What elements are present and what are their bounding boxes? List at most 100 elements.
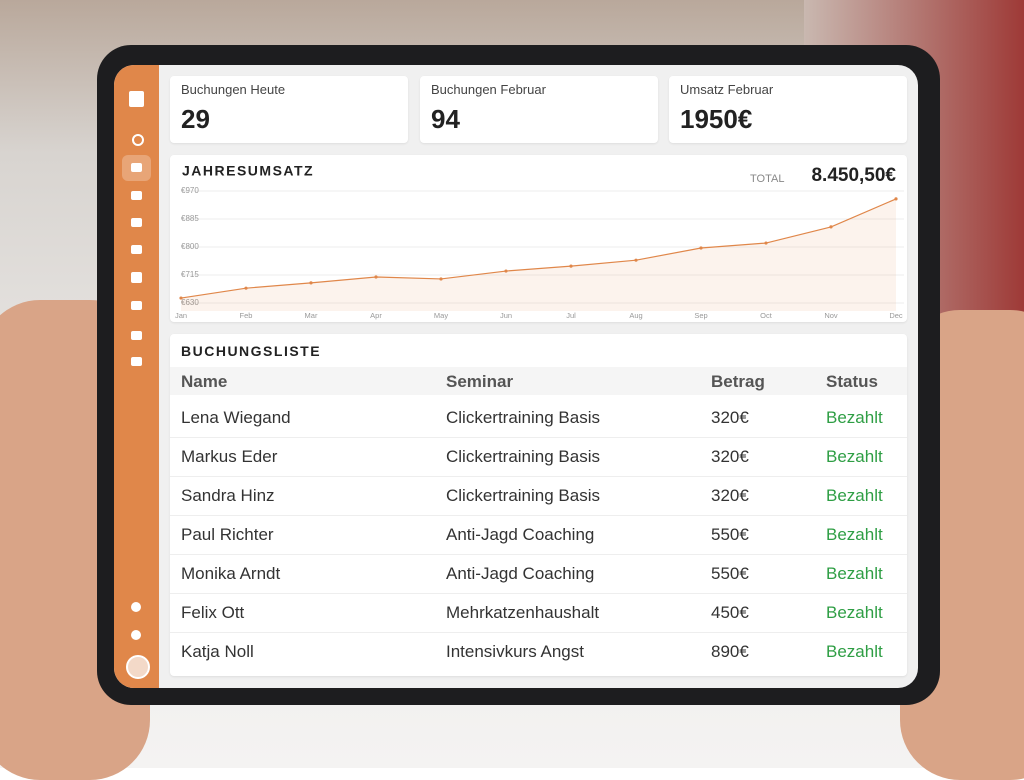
status-cell: Bezahlt <box>826 603 883 622</box>
table-cell: 320€ <box>711 408 749 427</box>
point <box>309 281 313 285</box>
table-cell: Mehrkatzenhaushalt <box>446 603 600 622</box>
header-cell: Betrag <box>711 372 765 391</box>
table-cell: Intensivkurs Angst <box>446 642 584 661</box>
x-tick-label: Apr <box>370 311 382 320</box>
table-header: Name Seminar Betrag Status <box>170 367 907 395</box>
search-icon[interactable] <box>132 134 144 146</box>
table-cell: 890€ <box>711 642 749 661</box>
stat-label: Buchungen Heute <box>181 82 286 97</box>
x-tick-label: Nov <box>824 311 838 320</box>
logo[interactable] <box>129 91 144 107</box>
y-tick-label: €630 <box>181 298 199 307</box>
table-row: Sandra Hinz Clickertraining Basis 320€ Beza… <box>170 476 907 516</box>
table-cell: Anti-Jagd Coaching <box>446 525 595 544</box>
point <box>764 241 768 245</box>
x-tick-label: Aug <box>629 311 642 320</box>
status-cell: Bezahlt <box>826 642 883 661</box>
table-row: Lena Wiegand Clickertraining Basis 320€ Bez… <box>170 398 907 438</box>
table-cell: 320€ <box>711 486 749 505</box>
help-icon[interactable] <box>131 630 141 640</box>
stat-value: 29 <box>181 104 210 134</box>
table-cell: 450€ <box>711 603 749 622</box>
sidebar <box>114 65 159 688</box>
table-row: Katja Noll Intensivkurs Angst 890€ Bezahlt <box>170 632 907 671</box>
avatar[interactable] <box>126 655 150 679</box>
x-tick-label: Jun <box>500 311 512 320</box>
table-cell: Monika Arndt <box>181 564 281 583</box>
table-cell: Katja Noll <box>181 642 254 661</box>
table-cell: 550€ <box>711 525 749 544</box>
y-tick-label: €885 <box>181 214 199 223</box>
table-cell: Sandra Hinz <box>181 486 275 505</box>
booking-table: BUCHUNGSLISTE Name Seminar Betrag Status Len… <box>170 334 907 676</box>
user-icon[interactable] <box>131 191 142 200</box>
home-icon[interactable] <box>131 163 142 172</box>
table-cell: Markus Eder <box>181 447 278 466</box>
mail-icon[interactable] <box>131 245 142 254</box>
header-cell: Name <box>181 372 228 391</box>
stat-value: 94 <box>431 104 460 134</box>
status-cell: Bezahlt <box>826 525 883 544</box>
y-tick-label: €715 <box>181 270 199 279</box>
table-cell: Clickertraining Basis <box>446 486 600 505</box>
table-title: BUCHUNGSLISTE <box>181 343 322 359</box>
table-cell: Lena Wiegand <box>181 408 291 427</box>
table-cell: Felix Ott <box>181 603 245 622</box>
invoice-icon[interactable] <box>131 272 142 283</box>
table-row: Paul Richter Anti-Jagd Coaching 550€ Bezahl… <box>170 515 907 555</box>
table-cell: 320€ <box>711 447 749 466</box>
money-icon[interactable] <box>131 301 142 310</box>
line <box>180 198 897 299</box>
settings-icon[interactable] <box>131 602 141 612</box>
y-tick-label: €800 <box>181 242 199 251</box>
ticket-icon[interactable] <box>131 218 142 227</box>
x-tick-label: Feb <box>240 311 253 320</box>
stat-label: Umsatz Februar <box>680 82 774 97</box>
stat-value: 1950€ <box>680 104 753 134</box>
table-row: Monika Arndt Anti-Jagd Coaching 550€ Bezahl… <box>170 554 907 594</box>
table-cell: Paul Richter <box>181 525 274 544</box>
status-cell: Bezahlt <box>826 564 883 583</box>
x-tick-label: May <box>434 311 448 320</box>
point <box>634 258 638 262</box>
point <box>504 269 508 273</box>
header-cell: Seminar <box>446 372 514 391</box>
table-row: Felix Ott Mehrkatzenhaushalt 450€ Bezahlt <box>170 593 907 633</box>
chart-card: JAHRESUMSATZ TOTAL 8.450,50€ €630 €715 €80… <box>170 155 907 322</box>
x-tick-label: Mar <box>305 311 318 320</box>
total-value: 8.450,50€ <box>811 165 896 186</box>
point <box>894 197 898 201</box>
status-cell: Bezahlt <box>826 486 883 505</box>
table-cell: Anti-Jagd Coaching <box>446 564 595 583</box>
stat-card: Umsatz Februar 1950€ <box>669 76 907 143</box>
stat-card: Buchungen Heute 29 <box>170 76 408 143</box>
stat-card: Buchungen Februar 94 <box>420 76 658 143</box>
point <box>179 296 183 300</box>
point <box>699 246 703 250</box>
total-label: TOTAL <box>750 173 784 185</box>
y-tick-label: €970 <box>181 186 199 195</box>
table-row: Markus Eder Clickertraining Basis 320€ Beza… <box>170 437 907 477</box>
table-cell: Clickertraining Basis <box>446 447 600 466</box>
stat-label: Buchungen Februar <box>431 82 546 97</box>
status-cell: Bezahlt <box>826 408 883 427</box>
x-tick-label: Jan <box>175 311 187 320</box>
table-cell: Clickertraining Basis <box>446 408 600 427</box>
x-tick-label: Jul <box>566 311 576 320</box>
status-cell: Bezahlt <box>826 447 883 466</box>
bank-icon[interactable] <box>131 331 142 340</box>
x-tick-label: Dec <box>889 311 903 320</box>
tag-icon[interactable] <box>131 357 142 366</box>
point <box>569 264 573 268</box>
area <box>181 198 896 311</box>
x-tick-label: Sep <box>694 311 707 320</box>
point <box>374 275 378 279</box>
screen: Buchungen Heute 29 Buchungen Februar 94 … <box>114 65 918 688</box>
point <box>244 286 248 290</box>
header-cell: Status <box>826 372 878 391</box>
x-tick-label: Oct <box>760 311 773 320</box>
table-cell: 550€ <box>711 564 749 583</box>
point <box>829 225 833 229</box>
